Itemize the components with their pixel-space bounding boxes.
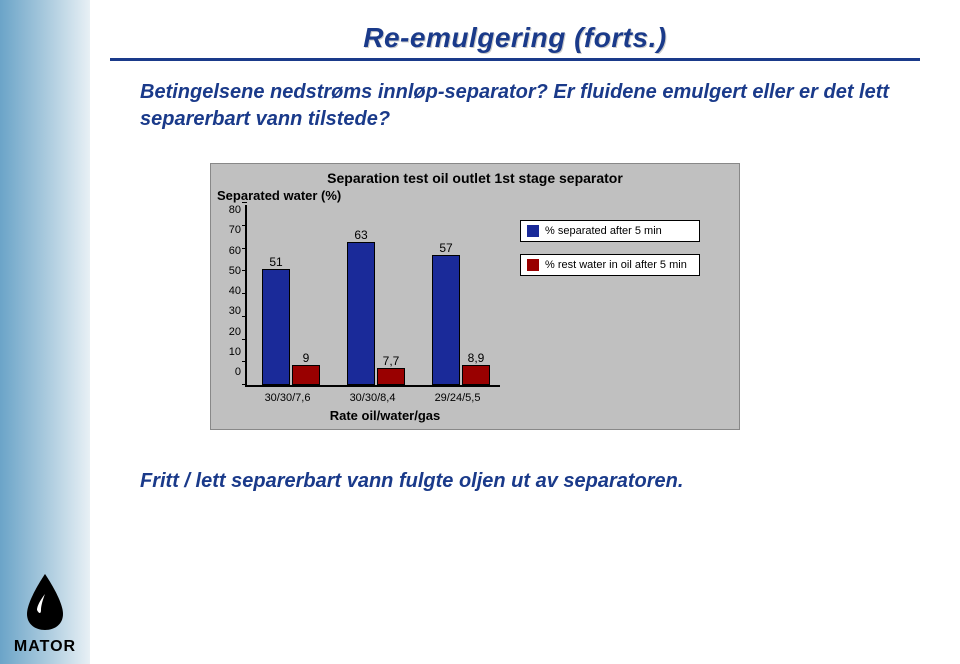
swatch-icon xyxy=(527,259,539,271)
page-subtitle: Betingelsene nedstrøms innløp-separator?… xyxy=(140,79,920,133)
ytick: 80 xyxy=(217,205,241,225)
ytick: 70 xyxy=(217,225,241,245)
bar-s0-0: 51 xyxy=(262,269,290,385)
chart-container: Separation test oil outlet 1st stage sep… xyxy=(210,163,740,430)
bottom-note: Fritt / lett separerbart vann fulgte olj… xyxy=(140,470,920,493)
xtick: 29/24/5,5 xyxy=(415,388,500,404)
ytick: 0 xyxy=(217,367,241,387)
swatch-icon xyxy=(527,225,539,237)
drop-icon xyxy=(21,572,69,632)
ytick: 30 xyxy=(217,306,241,326)
bar-group-0: 51 9 xyxy=(262,269,322,385)
logo-text: MATOR xyxy=(0,638,90,656)
bar-s1-1: 7,7 xyxy=(377,368,405,386)
ytick: 20 xyxy=(217,327,241,347)
xtick: 30/30/7,6 xyxy=(245,388,330,404)
bar-value: 63 xyxy=(354,228,367,242)
content-area: Re-emulgering (forts.) Betingelsene neds… xyxy=(110,22,920,493)
ytick: 60 xyxy=(217,246,241,266)
logo-block: MATOR xyxy=(0,572,90,664)
title-underline xyxy=(110,58,920,61)
y-axis-labels: 80 70 60 50 40 30 20 10 0 xyxy=(217,205,241,388)
bar-group-2: 57 8,9 xyxy=(432,255,492,385)
bar-value: 7,7 xyxy=(383,354,400,368)
plot-area: 51 9 63 7,7 57 xyxy=(245,205,500,387)
title-row: Re-emulgering (forts.) xyxy=(110,22,920,54)
chart-xlabel: Rate oil/water/gas xyxy=(37,408,733,423)
x-axis-labels: 30/30/7,6 30/30/8,4 29/24/5,5 xyxy=(245,388,500,404)
plot-row: 80 70 60 50 40 30 20 10 0 xyxy=(217,205,733,388)
bar-s0-1: 63 xyxy=(347,242,375,385)
bar-group-1: 63 7,7 xyxy=(347,242,407,385)
bar-s0-2: 57 xyxy=(432,255,460,385)
bar-s1-2: 8,9 xyxy=(462,365,490,385)
ytick: 10 xyxy=(217,347,241,367)
legend-label: % separated after 5 min xyxy=(545,225,662,237)
legend-item-0: % separated after 5 min xyxy=(520,220,700,242)
bar-value: 9 xyxy=(303,351,310,365)
xtick: 30/30/8,4 xyxy=(330,388,415,404)
chart-ylabel: Separated water (%) xyxy=(217,188,733,203)
bar-value: 57 xyxy=(439,241,452,255)
left-gradient-band xyxy=(0,0,90,664)
legend-item-1: % rest water in oil after 5 min xyxy=(520,254,700,276)
ytick: 50 xyxy=(217,266,241,286)
bar-value: 8,9 xyxy=(468,351,485,365)
legend-label: % rest water in oil after 5 min xyxy=(545,259,687,271)
chart-title: Separation test oil outlet 1st stage sep… xyxy=(217,170,733,186)
bar-s1-0: 9 xyxy=(292,365,320,385)
chart-legend: % separated after 5 min % rest water in … xyxy=(520,220,700,288)
page-title: Re-emulgering (forts.) xyxy=(363,22,666,54)
ytick: 40 xyxy=(217,286,241,306)
bar-value: 51 xyxy=(269,255,282,269)
